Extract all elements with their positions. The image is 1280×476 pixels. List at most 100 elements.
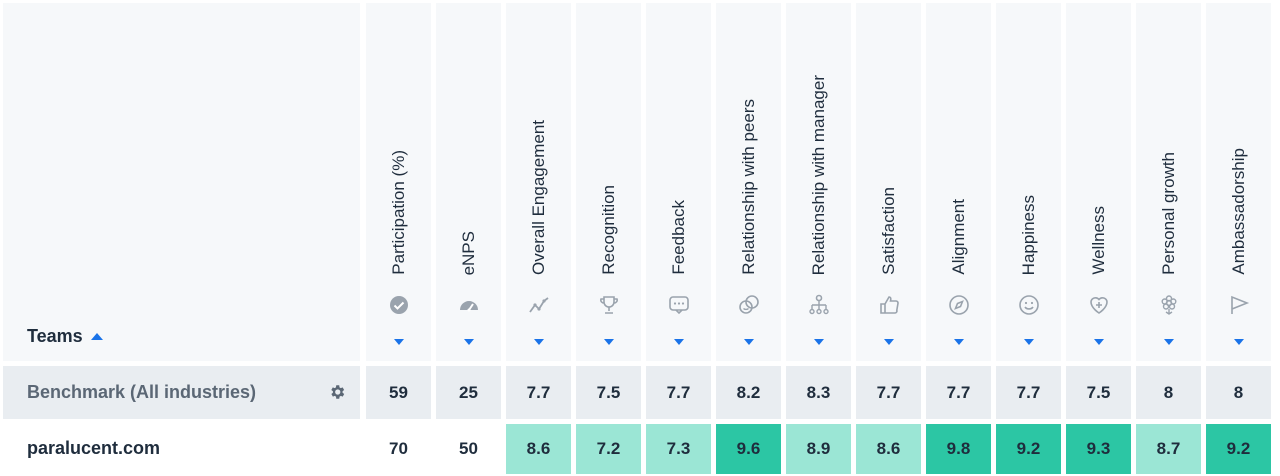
- thumbs-up-icon: [879, 296, 899, 314]
- column-title: Personal growth: [1159, 152, 1179, 275]
- faces-icon: [738, 295, 759, 314]
- team-value-relationship-with-manager[interactable]: 8.9: [786, 424, 851, 474]
- benchmark-value-overall-engagement: 7.7: [506, 366, 571, 419]
- column-title: Relationship with manager: [809, 75, 829, 275]
- column-header-recognition[interactable]: Recognition: [576, 3, 641, 361]
- benchmark-value-relationship-with-manager: 8.3: [786, 366, 851, 419]
- benchmark-value-participation: 59: [366, 366, 431, 419]
- column-title: Happiness: [1019, 195, 1039, 275]
- benchmark-value-recognition: 7.5: [576, 366, 641, 419]
- sort-descending-icon[interactable]: [743, 339, 754, 345]
- teams-header-label: Teams: [27, 326, 83, 346]
- sort-descending-icon[interactable]: [673, 339, 684, 345]
- sort-descending-icon[interactable]: [463, 339, 474, 345]
- chat-bubble-icon: [668, 296, 689, 315]
- benchmark-value-personal-growth: 8: [1136, 366, 1201, 419]
- column-title-text: Alignment: [948, 199, 968, 275]
- org-chart-icon: [808, 294, 829, 315]
- team-value-relationship-with-peers[interactable]: 9.6: [716, 424, 781, 474]
- column-header-relationship-with-manager[interactable]: Relationship with manager: [786, 3, 851, 361]
- column-title: Relationship with peers: [739, 99, 759, 275]
- sort-descending-icon[interactable]: [883, 339, 894, 345]
- team-value-ambassadorship[interactable]: 9.2: [1206, 424, 1271, 474]
- benchmark-value-alignment: 7.7: [926, 366, 991, 419]
- column-title: Satisfaction: [879, 187, 899, 275]
- check-badge-icon: [389, 296, 408, 314]
- column-title: Wellness: [1089, 206, 1109, 275]
- compass-icon: [948, 295, 969, 315]
- column-title-text: Ambassadorship: [1228, 148, 1248, 275]
- benchmark-label: Benchmark (All industries): [27, 382, 257, 402]
- column-header-ambassadorship[interactable]: Ambassadorship: [1206, 3, 1271, 361]
- team-value-alignment[interactable]: 9.8: [926, 424, 991, 474]
- team-row-label[interactable]: paralucent.com: [3, 424, 360, 474]
- column-header-feedback[interactable]: Feedback: [646, 3, 711, 361]
- column-header-satisfaction[interactable]: Satisfaction: [856, 3, 921, 361]
- sort-descending-icon[interactable]: [953, 339, 964, 345]
- column-header-happiness[interactable]: Happiness: [996, 3, 1061, 361]
- team-value-wellness[interactable]: 9.3: [1066, 424, 1131, 474]
- sort-descending-icon[interactable]: [393, 339, 404, 345]
- column-title: Feedback: [669, 200, 689, 275]
- column-header-participation[interactable]: Participation (%): [366, 3, 431, 361]
- team-value-participation[interactable]: 70: [366, 424, 431, 474]
- column-title-text: Relationship with peers: [738, 99, 758, 275]
- column-title: Recognition: [599, 185, 619, 275]
- team-value-enps[interactable]: 50: [436, 424, 501, 474]
- column-title-text: Recognition: [598, 185, 618, 275]
- column-header-relationship-with-peers[interactable]: Relationship with peers: [716, 3, 781, 361]
- sort-descending-icon[interactable]: [1093, 339, 1104, 345]
- sort-descending-icon[interactable]: [603, 339, 614, 345]
- team-name: paralucent.com: [27, 438, 161, 458]
- team-value-feedback[interactable]: 7.3: [646, 424, 711, 474]
- column-title: Participation (%): [389, 150, 409, 275]
- column-title-text: Personal growth: [1158, 152, 1178, 275]
- heart-plus-icon: [1089, 297, 1108, 314]
- trophy-icon: [599, 296, 618, 314]
- column-header-personal-growth[interactable]: Personal growth: [1136, 3, 1201, 361]
- line-graph-icon: [528, 297, 549, 313]
- benchmark-value-wellness: 7.5: [1066, 366, 1131, 419]
- teams-sort-toggle[interactable]: Teams: [27, 326, 103, 347]
- sort-descending-icon[interactable]: [1023, 339, 1034, 345]
- benchmark-value-ambassadorship: 8: [1206, 366, 1271, 419]
- flag-icon: [1230, 295, 1249, 314]
- column-title-text: Participation (%): [388, 150, 408, 275]
- smiley-icon: [1018, 295, 1039, 315]
- team-value-overall-engagement[interactable]: 8.6: [506, 424, 571, 474]
- column-title-text: Overall Engagement: [528, 120, 548, 275]
- column-header-alignment[interactable]: Alignment: [926, 3, 991, 361]
- gear-icon[interactable]: [328, 383, 346, 401]
- column-title: Alignment: [949, 199, 969, 275]
- benchmark-value-feedback: 7.7: [646, 366, 711, 419]
- benchmark-value-happiness: 7.7: [996, 366, 1061, 419]
- column-title-text: Feedback: [668, 200, 688, 275]
- column-title-text: eNPS: [458, 230, 478, 275]
- team-value-recognition[interactable]: 7.2: [576, 424, 641, 474]
- column-title-text: Relationship with manager: [808, 74, 828, 275]
- teams-column-header[interactable]: Teams: [3, 3, 360, 361]
- sort-descending-icon[interactable]: [1163, 339, 1174, 345]
- benchmark-value-satisfaction: 7.7: [856, 366, 921, 419]
- team-value-personal-growth[interactable]: 8.7: [1136, 424, 1201, 474]
- sort-descending-icon[interactable]: [1233, 339, 1244, 345]
- team-value-happiness[interactable]: 9.2: [996, 424, 1061, 474]
- team-value-satisfaction[interactable]: 8.6: [856, 424, 921, 474]
- column-title: Overall Engagement: [529, 120, 549, 275]
- column-header-enps[interactable]: eNPS: [436, 3, 501, 361]
- column-header-overall-engagement[interactable]: Overall Engagement: [506, 3, 571, 361]
- column-title-text: Happiness: [1018, 194, 1038, 275]
- benchmark-value-enps: 25: [436, 366, 501, 419]
- column-title-text: Wellness: [1088, 206, 1108, 275]
- column-title: Ambassadorship: [1229, 148, 1249, 275]
- sort-ascending-icon: [90, 333, 103, 340]
- column-title-text: Satisfaction: [878, 187, 898, 275]
- column-title: eNPS: [459, 231, 479, 275]
- benchmark-value-relationship-with-peers: 8.2: [716, 366, 781, 419]
- speedometer-icon: [459, 301, 478, 312]
- benchmark-row-label: Benchmark (All industries): [3, 366, 360, 419]
- sort-descending-icon[interactable]: [533, 339, 544, 345]
- column-header-wellness[interactable]: Wellness: [1066, 3, 1131, 361]
- sort-descending-icon[interactable]: [813, 339, 824, 345]
